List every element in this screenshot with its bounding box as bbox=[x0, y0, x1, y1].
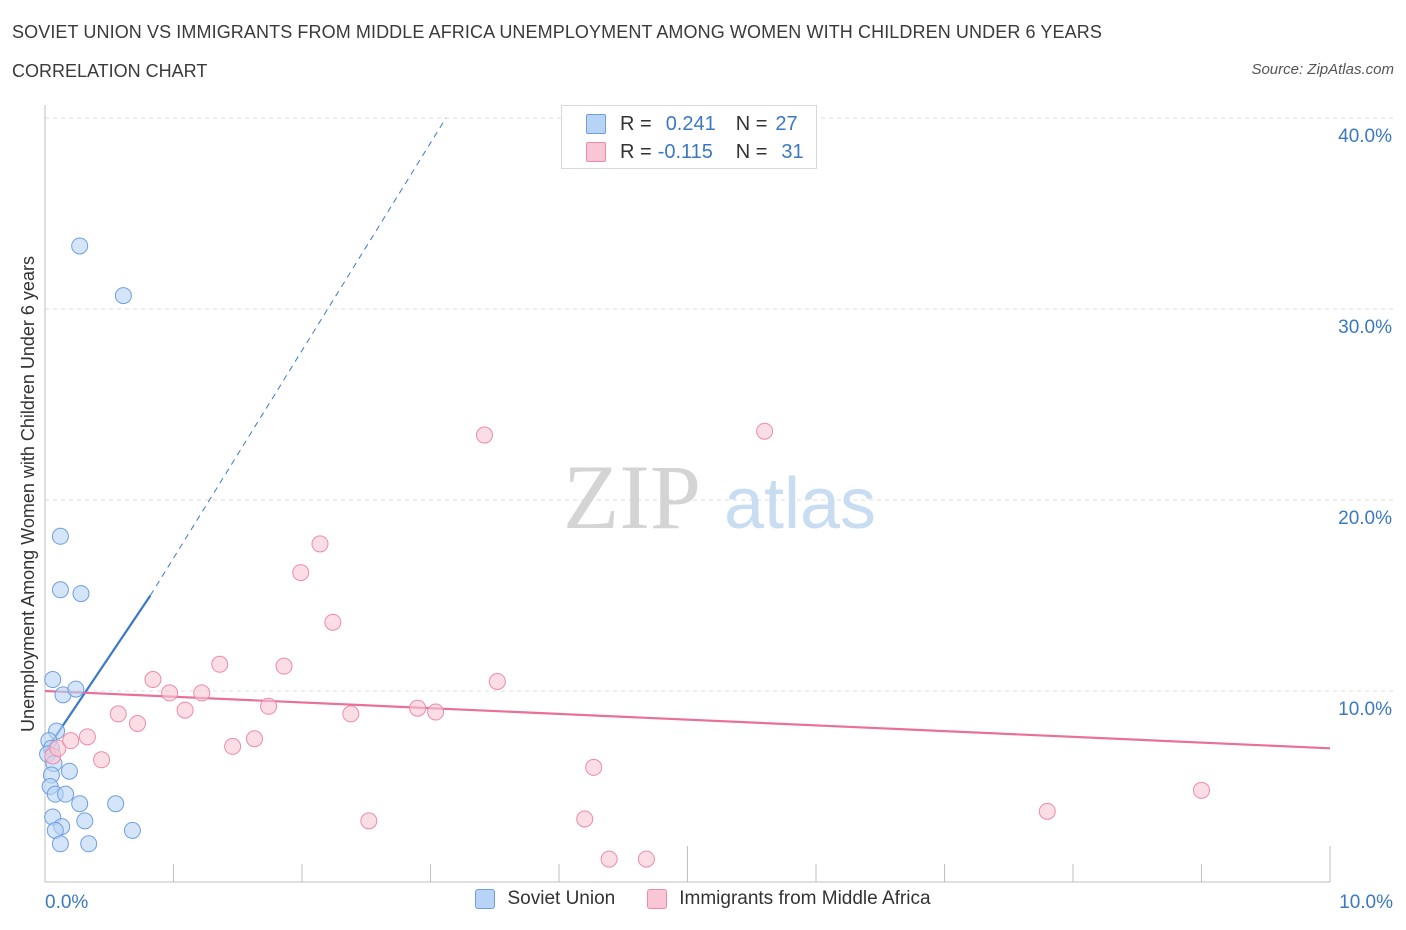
middle-africa-point bbox=[576, 810, 594, 828]
soviet-union-legend-swatch bbox=[475, 889, 496, 909]
soviet-union-point bbox=[57, 785, 75, 803]
soviet-union-point bbox=[80, 835, 98, 853]
middle-africa-point bbox=[275, 657, 293, 675]
middle-africa-point bbox=[109, 705, 127, 723]
legend-row-soviet-union: R = 0.241 N = 27 bbox=[586, 111, 798, 137]
middle-africa-point bbox=[600, 850, 618, 868]
middle-africa-swatch bbox=[586, 142, 606, 162]
middle-africa-point bbox=[129, 714, 147, 732]
middle-africa-n-value: 31 bbox=[781, 140, 804, 163]
soviet-union-r-value: 0.241 bbox=[665, 112, 716, 135]
middle-africa-legend-swatch bbox=[647, 889, 668, 909]
watermark-atlas: atlas bbox=[724, 464, 876, 544]
middle-africa-point bbox=[488, 672, 506, 690]
soviet-union-point bbox=[76, 812, 94, 830]
legend-row-middle-africa: R = -0.115 N = 31 bbox=[586, 139, 804, 165]
soviet-union-point bbox=[60, 762, 78, 780]
soviet-union-point bbox=[107, 795, 125, 813]
soviet-union-point bbox=[71, 237, 89, 255]
y-tick-label: 10.0% bbox=[1338, 699, 1392, 720]
soviet-union-point bbox=[72, 585, 90, 603]
x-tick-label: 0.0% bbox=[45, 892, 88, 913]
y-tick-label: 30.0% bbox=[1338, 317, 1392, 338]
stats-legend: R = 0.241 N = 27 R = -0.115 N = 31 bbox=[561, 105, 817, 169]
middle-africa-point bbox=[409, 699, 427, 717]
y-tick-label: 40.0% bbox=[1338, 126, 1392, 147]
middle-africa-point bbox=[427, 703, 445, 721]
y-tick-label: 20.0% bbox=[1338, 508, 1392, 529]
soviet-union-legend-label: Soviet Union bbox=[507, 888, 616, 909]
watermark-zip: ZIP bbox=[563, 446, 701, 548]
r-label: R = bbox=[620, 112, 652, 135]
middle-africa-legend-label: Immigrants from Middle Africa bbox=[679, 888, 931, 909]
data-points bbox=[39, 237, 1210, 868]
soviet-union-point bbox=[51, 581, 69, 599]
middle-africa-point bbox=[176, 701, 194, 719]
middle-africa-point bbox=[1193, 781, 1210, 799]
middle-africa-point bbox=[260, 697, 278, 715]
middle-africa-point bbox=[78, 728, 96, 746]
series-legend: Soviet Union Immigrants from Middle Afri… bbox=[0, 888, 1406, 910]
middle-africa-point bbox=[360, 812, 378, 830]
soviet-union-point bbox=[71, 795, 89, 813]
middle-africa-point bbox=[311, 535, 329, 553]
legend-item-soviet-union: Soviet Union bbox=[475, 888, 615, 910]
trend-lines bbox=[44, 117, 1331, 753]
n-label: N = bbox=[735, 112, 768, 135]
soviet-union-swatch bbox=[586, 114, 606, 134]
legend-item-middle-africa: Immigrants from Middle Africa bbox=[647, 888, 931, 910]
source-credit: Source: ZipAtlas.com bbox=[1251, 61, 1394, 78]
n-label: N = bbox=[735, 140, 768, 163]
middle-africa-point bbox=[756, 422, 774, 440]
soviet-union-point bbox=[123, 821, 141, 839]
grid-lines bbox=[45, 117, 1395, 692]
middle-africa-point bbox=[93, 751, 111, 769]
middle-africa-point bbox=[161, 684, 179, 702]
middle-africa-point bbox=[292, 564, 310, 582]
x-tick-label: 10.0% bbox=[1339, 892, 1393, 913]
middle-africa-trend-line bbox=[44, 689, 1331, 750]
middle-africa-point bbox=[193, 684, 211, 702]
middle-africa-point bbox=[1038, 802, 1056, 820]
y-axis-label: Unemployment Among Women with Children U… bbox=[18, 256, 38, 732]
soviet-union-point bbox=[67, 680, 85, 698]
middle-africa-point bbox=[342, 705, 360, 723]
middle-africa-point bbox=[49, 739, 67, 757]
middle-africa-point bbox=[637, 850, 655, 868]
middle-africa-point bbox=[144, 671, 162, 689]
axis-labels: 10.0% 20.0% 30.0% 40.0% 0.0% 10.0% Unemploymen… bbox=[18, 126, 1393, 913]
middle-africa-point bbox=[585, 758, 603, 776]
soviet-union-point bbox=[51, 527, 69, 545]
middle-africa-point bbox=[62, 732, 80, 750]
middle-africa-point bbox=[224, 737, 242, 755]
soviet-union-point bbox=[44, 671, 62, 689]
middle-africa-point bbox=[475, 426, 493, 444]
chart-title: SOVIET UNION VS IMMIGRANTS FROM MIDDLE A… bbox=[12, 22, 1102, 42]
soviet-union-point bbox=[51, 835, 69, 853]
middle-africa-point bbox=[245, 730, 263, 748]
r-label: R = bbox=[620, 140, 652, 163]
middle-africa-r-value: -0.115 bbox=[657, 140, 713, 163]
soviet-union-n-value: 27 bbox=[775, 112, 798, 135]
soviet-union-point bbox=[114, 287, 132, 305]
middle-africa-point bbox=[324, 613, 342, 631]
watermark: ZIP atlas bbox=[563, 446, 876, 548]
middle-africa-point bbox=[211, 655, 229, 673]
chart-subtitle: CORRELATION CHART bbox=[12, 61, 208, 81]
soviet-union-trend-extension bbox=[149, 117, 447, 596]
